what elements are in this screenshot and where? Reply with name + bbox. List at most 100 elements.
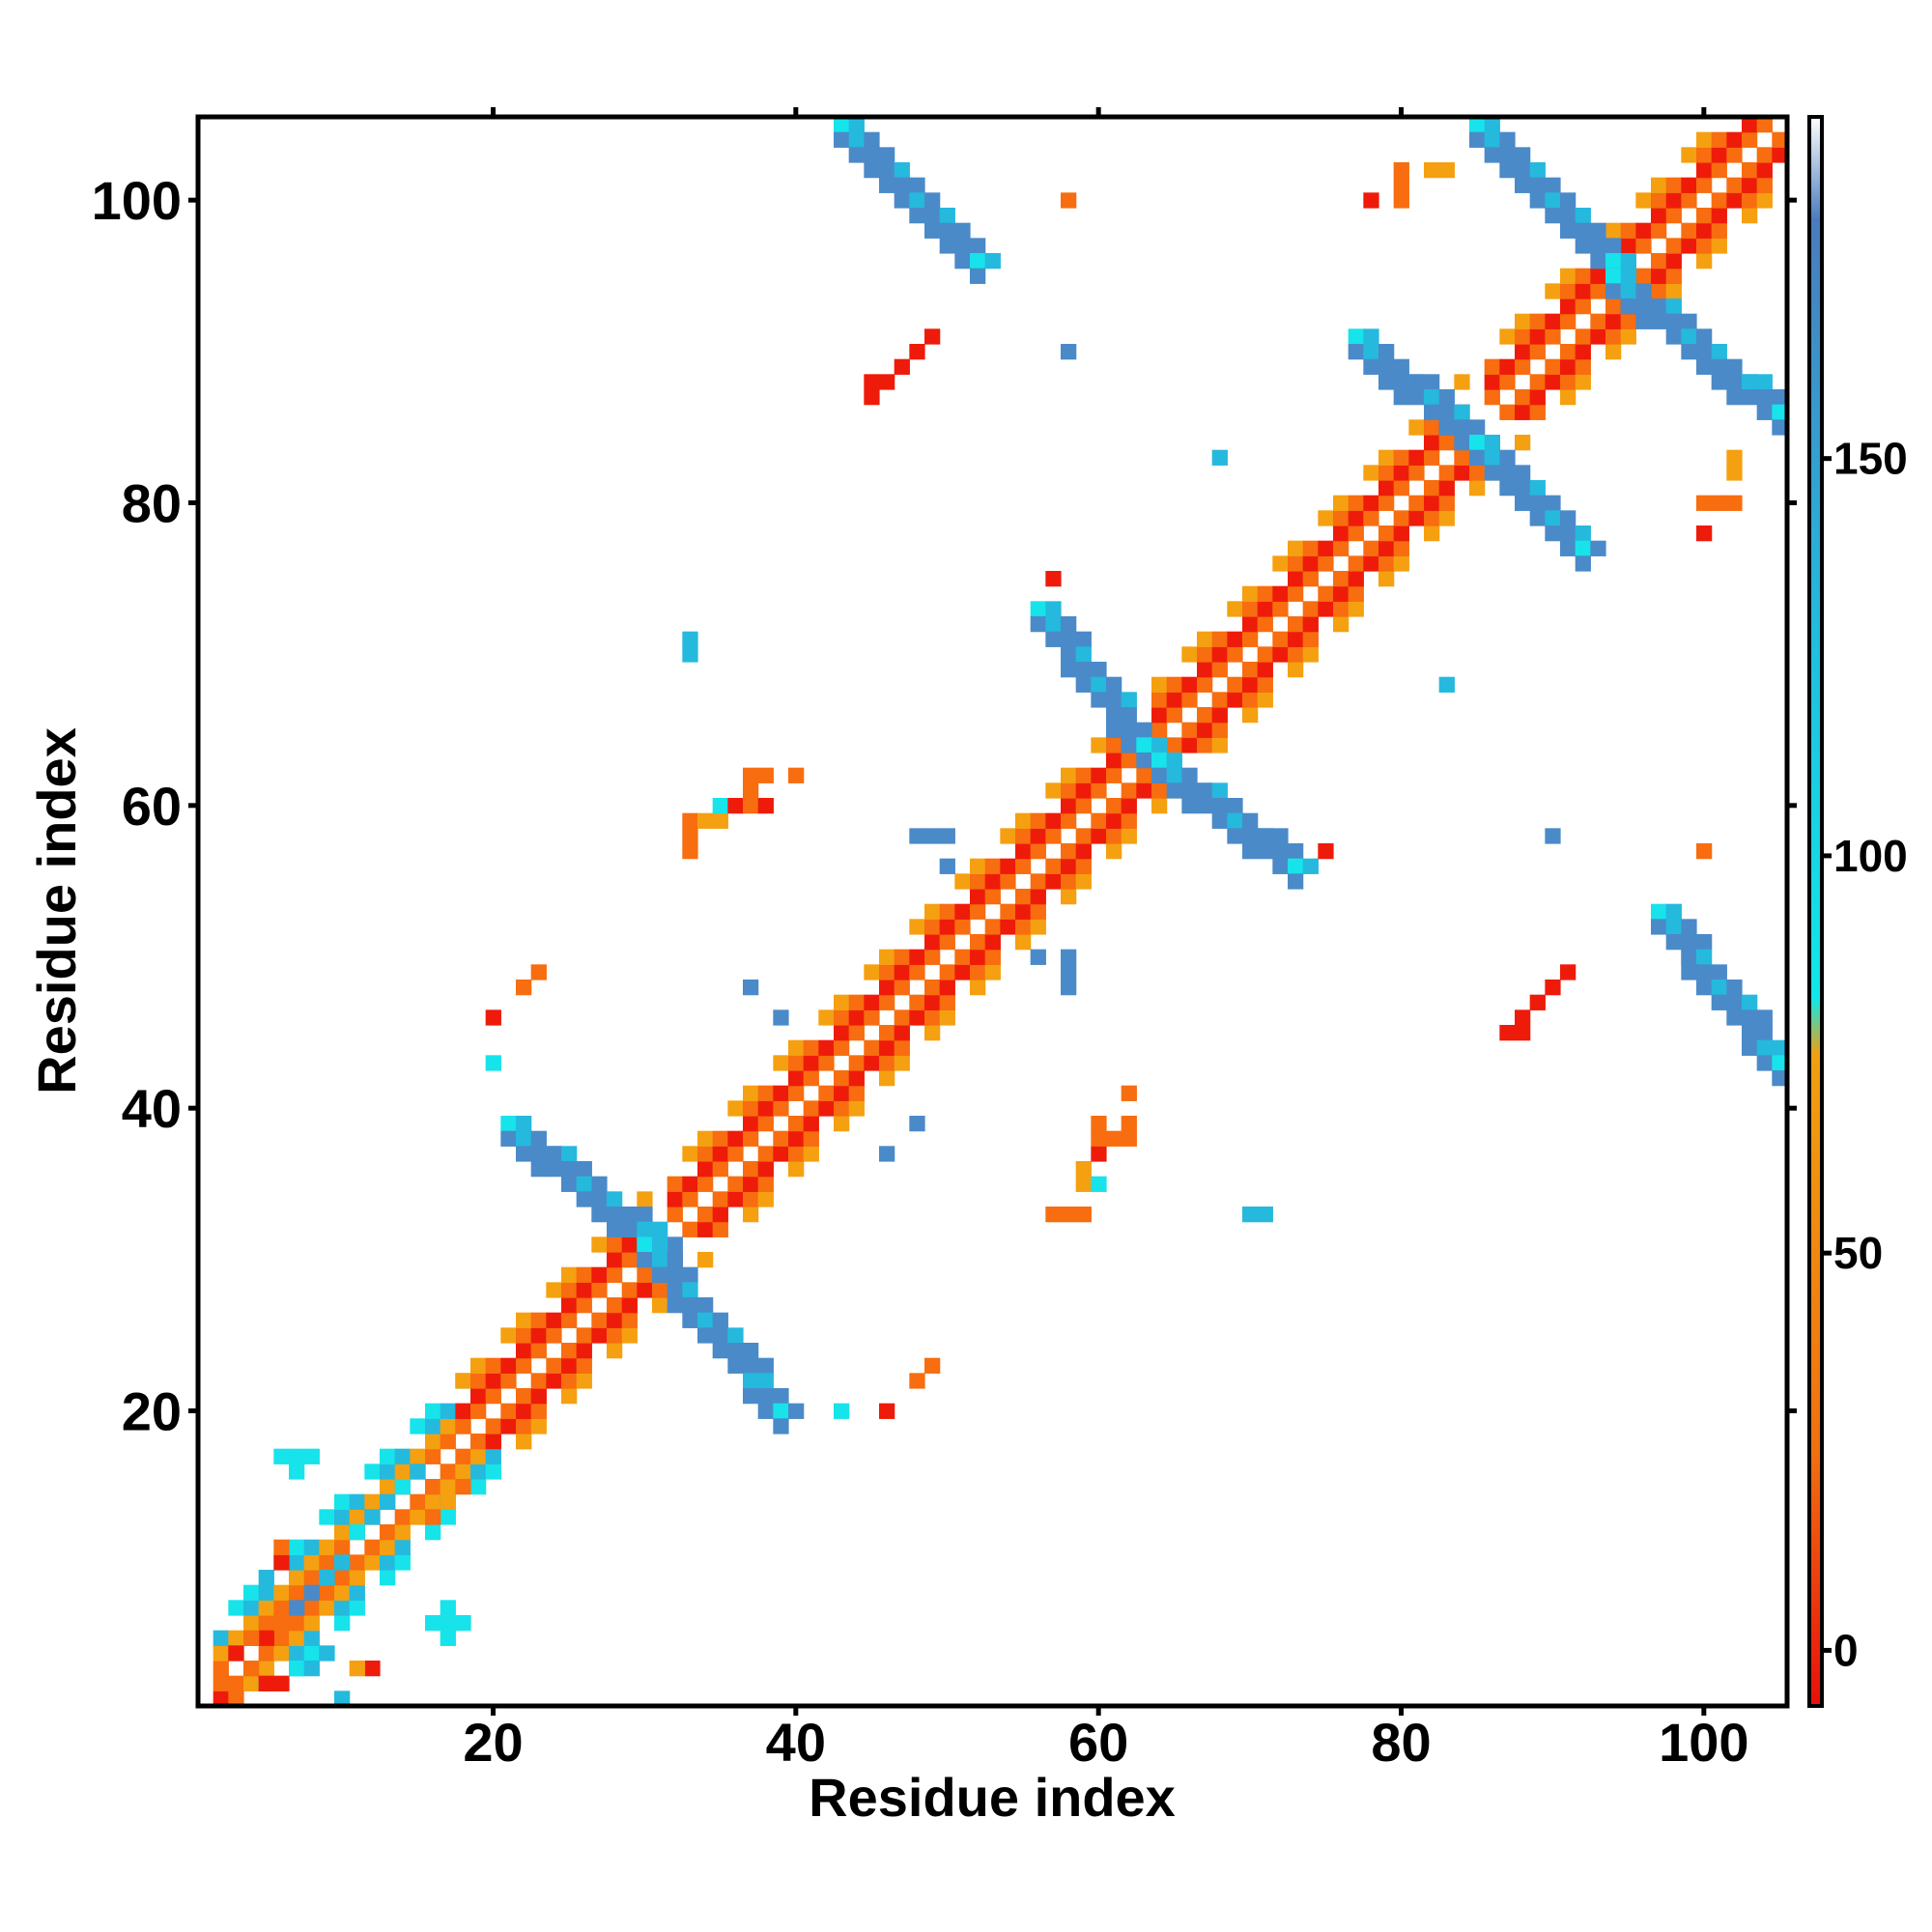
sheet-contact-cell: [1424, 374, 1440, 390]
diagonal-contact-cell: [273, 1630, 290, 1646]
sheet-contact-cell: [1197, 782, 1213, 799]
heatmap-cell: [1075, 1161, 1092, 1178]
sheet-contact-cell: [1469, 435, 1486, 451]
diagonal-contact-cell: [349, 1493, 365, 1510]
diagonal-contact-cell: [1575, 374, 1591, 390]
sheet-contact-cell: [1106, 676, 1122, 693]
x-axis-label: Residue index: [809, 1767, 1176, 1828]
diagonal-contact-cell: [1015, 843, 1032, 860]
sheet-contact-cell: [516, 1130, 532, 1147]
sheet-contact-cell: [1454, 404, 1470, 420]
sheet-contact-cell: [1106, 707, 1122, 724]
heatmap-cell: [530, 964, 547, 980]
sheet-contact-cell: [1272, 843, 1289, 860]
sheet-contact-cell: [1393, 374, 1409, 390]
sheet-contact-cell: [697, 1297, 714, 1314]
sheet-contact-cell: [1575, 238, 1591, 254]
diagonal-contact-cell: [485, 1357, 501, 1374]
diagonal-contact-cell: [1242, 707, 1259, 724]
diagonal-contact-cell: [485, 1434, 501, 1450]
sheet-contact-cell: [1454, 435, 1470, 451]
diagonal-contact-cell: [1742, 117, 1758, 133]
diagonal-contact-cell: [848, 1100, 865, 1117]
heatmap-cell: [682, 812, 698, 829]
diagonal-contact-cell: [576, 1343, 592, 1359]
sheet-contact-cell: [1515, 465, 1531, 481]
sheet-contact-cell: [1499, 162, 1516, 179]
diagonal-contact-cell: [1151, 707, 1168, 724]
sheet-contact-cell: [1242, 828, 1259, 844]
diagonal-contact-cell: [258, 1615, 274, 1632]
diagonal-contact-cell: [410, 1493, 426, 1510]
diagonal-contact-cell: [1030, 889, 1046, 905]
heatmap-cell: [289, 1600, 305, 1616]
sheet-contact-cell: [743, 1343, 759, 1359]
sheet-contact-cell: [894, 192, 910, 209]
heatmap-cell: [682, 646, 698, 663]
diagonal-contact-cell: [712, 1191, 728, 1208]
diagonal-contact-cell: [924, 994, 941, 1010]
diagonal-contact-cell: [757, 1146, 774, 1162]
sheet-contact-cell: [546, 1146, 562, 1162]
sheet-contact-cell: [1499, 480, 1516, 497]
sheet-contact-cell: [1136, 753, 1152, 769]
heatmap-cell: [1318, 843, 1334, 860]
diagonal-contact-cell: [380, 1539, 396, 1555]
diagonal-contact-cell: [455, 1373, 471, 1389]
diagonal-contact-cell: [1272, 631, 1289, 647]
diagonal-contact-cell: [303, 1554, 320, 1571]
sheet-contact-cell: [1424, 389, 1440, 406]
sheet-contact-cell: [1756, 1039, 1773, 1056]
diagonal-contact-cell: [213, 1630, 229, 1646]
diagonal-contact-cell: [1106, 753, 1122, 769]
heatmap-cell: [334, 1690, 351, 1707]
sheet-contact-cell: [1529, 162, 1546, 179]
y-tick-label: 40: [122, 1078, 182, 1139]
sheet-contact-cell: [1651, 903, 1667, 920]
diagonal-contact-cell: [1061, 858, 1077, 874]
sheet-contact-cell: [1045, 631, 1062, 647]
diagonal-contact-cell: [1560, 358, 1577, 375]
diagonal-contact-cell: [273, 1645, 290, 1662]
heatmap-cell: [1030, 949, 1046, 965]
sheet-contact-cell: [1030, 601, 1046, 617]
sheet-contact-cell: [1121, 692, 1137, 708]
diagonal-contact-cell: [394, 1463, 411, 1480]
diagonal-contact-cell: [1302, 616, 1319, 633]
sheet-contact-cell: [1393, 389, 1409, 406]
sheet-contact-cell: [1726, 1009, 1743, 1026]
diagonal-contact-cell: [621, 1282, 638, 1298]
sheet-contact-cell: [1742, 374, 1758, 390]
sheet-contact-cell: [1484, 117, 1500, 133]
diagonal-contact-cell: [303, 1630, 320, 1646]
diagonal-contact-cell: [319, 1539, 335, 1555]
diagonal-contact-cell: [848, 1009, 865, 1026]
diagonal-contact-cell: [607, 1252, 623, 1268]
diagonal-contact-cell: [258, 1661, 274, 1677]
diagonal-contact-cell: [1302, 601, 1319, 617]
heatmap-cell: [1045, 571, 1062, 587]
diagonal-contact-cell: [1000, 903, 1016, 920]
sheet-contact-cell: [1726, 389, 1743, 406]
diagonal-contact-cell: [1393, 480, 1409, 497]
sheet-contact-cell: [1575, 222, 1591, 239]
sheet-contact-cell: [1061, 646, 1077, 663]
plot-frame: [195, 114, 1790, 1709]
sheet-contact-cell: [1620, 253, 1636, 270]
diagonal-contact-cell: [289, 1630, 305, 1646]
sheet-contact-cell: [712, 1343, 728, 1359]
diagonal-contact-cell: [380, 1463, 396, 1480]
diagonal-contact-cell: [924, 1009, 941, 1026]
diagonal-contact-cell: [954, 873, 971, 890]
diagonal-contact-cell: [879, 1025, 895, 1041]
diagonal-contact-cell: [757, 1116, 774, 1132]
diagonal-contact-cell: [1393, 465, 1409, 481]
sheet-contact-cell: [1030, 616, 1046, 633]
diagonal-contact-cell: [410, 1509, 426, 1525]
sheet-contact-cell: [1545, 510, 1561, 526]
diagonal-contact-cell: [1605, 313, 1622, 329]
diagonal-contact-cell: [1333, 571, 1350, 587]
diagonal-contact-cell: [1045, 782, 1062, 799]
heatmap-cell: [1242, 1207, 1259, 1223]
diagonal-contact-cell: [894, 1009, 910, 1026]
